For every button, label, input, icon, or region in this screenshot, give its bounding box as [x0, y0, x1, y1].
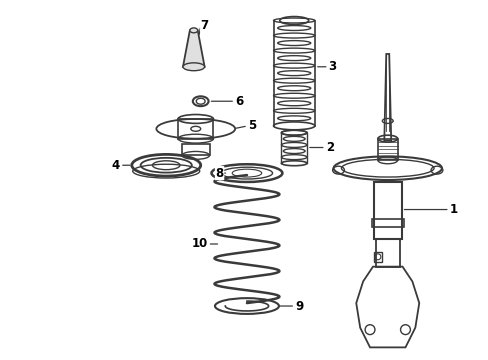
Bar — [373, 252, 381, 262]
Bar — [178, 119, 213, 139]
Ellipse shape — [183, 63, 204, 71]
Text: 4: 4 — [111, 159, 120, 172]
Text: 8: 8 — [215, 167, 223, 180]
Bar — [377, 139, 397, 160]
Polygon shape — [183, 30, 204, 67]
Text: 6: 6 — [235, 95, 243, 108]
Text: 1: 1 — [449, 203, 457, 216]
Ellipse shape — [189, 28, 197, 33]
Text: 5: 5 — [247, 120, 256, 132]
Text: 9: 9 — [295, 300, 303, 312]
Text: 2: 2 — [325, 141, 333, 154]
Bar — [373, 182, 401, 239]
Bar — [375, 239, 399, 267]
Bar — [371, 219, 403, 227]
Text: 3: 3 — [328, 60, 336, 73]
Text: 10: 10 — [191, 238, 207, 251]
Text: 7: 7 — [200, 19, 208, 32]
Bar — [182, 144, 209, 156]
